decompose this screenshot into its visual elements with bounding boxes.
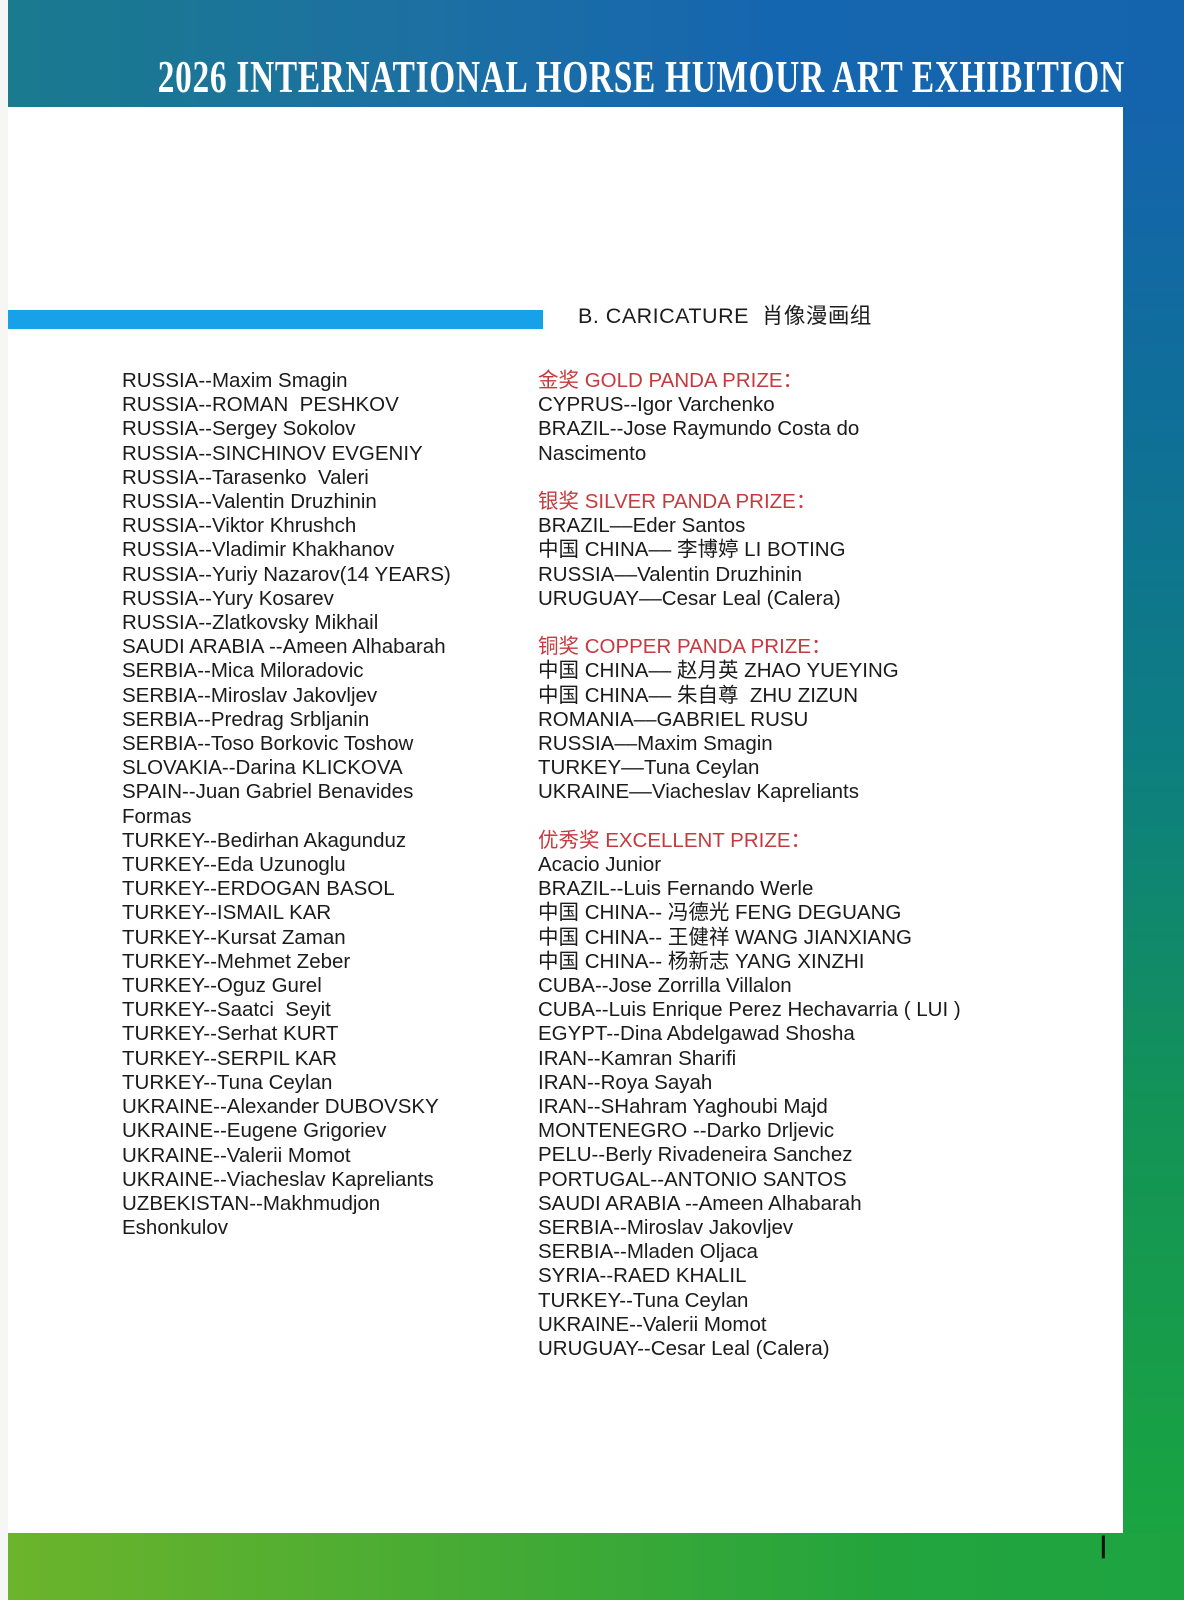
participants-column: RUSSIA--Maxim Smagin RUSSIA--ROMAN PESHKO… bbox=[122, 369, 451, 1240]
exhibition-title: 2026 INTERNATIONAL HORSE HUMOUR ART EXHI… bbox=[158, 52, 1125, 102]
participant-line: TURKEY--Serhat KURT bbox=[122, 1022, 339, 1046]
winner-line: SERBIA--Mladen Oljaca bbox=[538, 1240, 758, 1264]
participant-line: UKRAINE--Alexander DUBOVSKY bbox=[122, 1095, 439, 1119]
participant-line: SLOVAKIA--Darina KLICKOVA bbox=[122, 756, 403, 780]
winner-line: URUGUAY––Cesar Leal (Calera) bbox=[538, 586, 841, 610]
winner-line: TURKEY––Tuna Ceylan bbox=[538, 756, 760, 780]
participant-line: RUSSIA--Viktor Khrushch bbox=[122, 514, 357, 538]
winner-line: RUSSIA––Maxim Smagin bbox=[538, 732, 773, 756]
prize-section: 优秀奖 EXCELLENT PRIZE： Acacio Junior BRAZIL-… bbox=[538, 829, 961, 1361]
left-edge-strip bbox=[0, 0, 8, 1600]
participant-line: TURKEY--Bedirhan Akagunduz bbox=[122, 828, 407, 852]
participant-line: SERBIA--Miroslav Jakovljev bbox=[122, 683, 378, 707]
participant-line: Eshonkulov bbox=[122, 1216, 228, 1240]
prize-section: 银奖 SILVER PANDA PRIZE： BRAZIL––Eder Santo… bbox=[538, 490, 961, 611]
participant-line: UKRAINE--Viacheslav Kapreliants bbox=[122, 1167, 434, 1191]
participant-line: SERBIA--Predrag Srbljanin bbox=[122, 707, 370, 731]
winner-line: IRAN--SHahram Yaghoubi Majd bbox=[538, 1095, 828, 1119]
winner-line: 中国 CHINA–– 朱自尊 ZHU ZIZUN bbox=[538, 683, 859, 707]
winner-line: CUBA--Jose Zorrilla Villalon bbox=[538, 974, 792, 998]
right-border-gradient bbox=[1123, 107, 1184, 1533]
prize-section-title: 金奖 GOLD PANDA PRIZE： bbox=[538, 369, 804, 392]
winner-line: ROMANIA––GABRIEL RUSU bbox=[538, 707, 809, 731]
winner-line: IRAN--Kamran Sharifi bbox=[538, 1046, 737, 1070]
participant-line: RUSSIA--Vladimir Khakhanov bbox=[122, 538, 395, 562]
participant-line: RUSSIA--SINCHINOV EVGENIY bbox=[122, 441, 423, 465]
winner-line: EGYPT--Dina Abdelgawad Shosha bbox=[538, 1022, 855, 1046]
winner-line: SYRIA--RAED KHALIL bbox=[538, 1264, 747, 1288]
participant-line: TURKEY--Saatci Seyit bbox=[122, 998, 331, 1022]
participant-line: TURKEY--Mehmet Zeber bbox=[122, 949, 351, 973]
participant-line: SPAIN--Juan Gabriel Benavides bbox=[122, 780, 414, 804]
winner-line: BRAZIL--Luis Fernando Werle bbox=[538, 877, 814, 901]
winner-line: UKRAINE--Valerii Momot bbox=[538, 1312, 767, 1336]
prize-section-title: 银奖 SILVER PANDA PRIZE： bbox=[538, 490, 817, 513]
winner-line: PORTUGAL--ANTONIO SANTOS bbox=[538, 1167, 847, 1191]
winner-line: RUSSIA––Valentin Druzhinin bbox=[538, 562, 802, 586]
participant-line: RUSSIA--Tarasenko Valeri bbox=[122, 465, 369, 489]
prizes-column: 金奖 GOLD PANDA PRIZE： CYPRUS--Igor Varchen… bbox=[538, 369, 961, 1361]
participant-line: TURKEY--SERPIL KAR bbox=[122, 1046, 337, 1070]
winner-line: 中国 CHINA-- 冯德光 FENG DEGUANG bbox=[538, 901, 902, 925]
participant-line: RUSSIA--Yury Kosarev bbox=[122, 586, 334, 610]
winner-line: Acacio Junior bbox=[538, 853, 662, 877]
participant-line: TURKEY--Eda Uzunoglu bbox=[122, 853, 346, 877]
winner-line: CUBA--Luis Enrique Perez Hechavarria ( L… bbox=[538, 998, 961, 1022]
participant-line: RUSSIA--ROMAN PESHKOV bbox=[122, 393, 399, 417]
winner-line: SERBIA--Miroslav Jakovljev bbox=[538, 1216, 794, 1240]
participant-line: TURKEY--Oguz Gurel bbox=[122, 974, 322, 998]
winner-line: 中国 CHINA-- 杨新志 YANG XINZHI bbox=[538, 949, 865, 973]
winner-line: 中国 CHINA–– 赵月英 ZHAO YUEYING bbox=[538, 659, 899, 683]
page-number-marker: | bbox=[1100, 1532, 1107, 1559]
winner-line: MONTENEGRO --Darko Drljevic bbox=[538, 1119, 835, 1143]
participant-line: SERBIA--Toso Borkovic Toshow bbox=[122, 732, 414, 756]
participant-line: TURKEY--ERDOGAN BASOL bbox=[122, 877, 395, 901]
participant-line: RUSSIA--Valentin Druzhinin bbox=[122, 490, 377, 514]
section-divider-bar bbox=[8, 310, 543, 329]
prize-section: 铜奖 COPPER PANDA PRIZE： 中国 CHINA–– 赵月英 ZHA… bbox=[538, 635, 961, 804]
participant-line: RUSSIA--Yuriy Nazarov(14 YEARS) bbox=[122, 562, 451, 586]
winner-line: CYPRUS--Igor Varchenko bbox=[538, 393, 775, 417]
participant-line: Formas bbox=[122, 804, 192, 828]
winner-line: URUGUAY--Cesar Leal (Calera) bbox=[538, 1337, 830, 1361]
participant-line: TURKEY--ISMAIL KAR bbox=[122, 901, 332, 925]
participant-line: SERBIA--Mica Miloradovic bbox=[122, 659, 364, 683]
participant-line: TURKEY--Kursat Zaman bbox=[122, 925, 346, 949]
winner-line: IRAN--Roya Sayah bbox=[538, 1070, 713, 1094]
participant-line: RUSSIA--Maxim Smagin bbox=[122, 369, 348, 392]
winner-line: BRAZIL––Eder Santos bbox=[538, 514, 746, 538]
participant-line: TURKEY--Tuna Ceylan bbox=[122, 1070, 333, 1094]
winner-line: SAUDI ARABIA --Ameen Alhabarah bbox=[538, 1191, 862, 1215]
participant-line: SAUDI ARABIA --Ameen Alhabarah bbox=[122, 635, 446, 659]
winner-line: PELU--Berly Rivadeneira Sanchez bbox=[538, 1143, 853, 1167]
winner-line: Nascimento bbox=[538, 441, 647, 465]
prize-section-title: 铜奖 COPPER PANDA PRIZE： bbox=[538, 635, 832, 659]
participant-line: UKRAINE--Valerii Momot bbox=[122, 1143, 351, 1167]
winner-line: 中国 CHINA-- 王健祥 WANG JIANXIANG bbox=[538, 925, 912, 949]
prize-section: 金奖 GOLD PANDA PRIZE： CYPRUS--Igor Varchen… bbox=[538, 369, 961, 466]
participant-line: UKRAINE--Eugene Grigoriev bbox=[122, 1119, 387, 1143]
bottom-border-gradient bbox=[8, 1533, 1184, 1600]
prize-section-title: 优秀奖 EXCELLENT PRIZE： bbox=[538, 828, 812, 852]
winner-line: UKRAINE––Viacheslav Kapreliants bbox=[538, 780, 859, 804]
participant-line: UZBEKISTAN--Makhmudjon bbox=[122, 1191, 381, 1215]
participant-line: RUSSIA--Zlatkovsky Mikhail bbox=[122, 611, 379, 635]
winner-line: BRAZIL--Jose Raymundo Costa do bbox=[538, 417, 860, 441]
participant-line: RUSSIA--Sergey Sokolov bbox=[122, 417, 356, 441]
section-heading: B. CARICATURE 肖像漫画组 bbox=[578, 304, 872, 328]
header-banner: 2026 INTERNATIONAL HORSE HUMOUR ART EXHI… bbox=[8, 0, 1184, 107]
winner-line: 中国 CHINA–– 李博婷 LI BOTING bbox=[538, 538, 846, 562]
winner-line: TURKEY--Tuna Ceylan bbox=[538, 1288, 749, 1312]
